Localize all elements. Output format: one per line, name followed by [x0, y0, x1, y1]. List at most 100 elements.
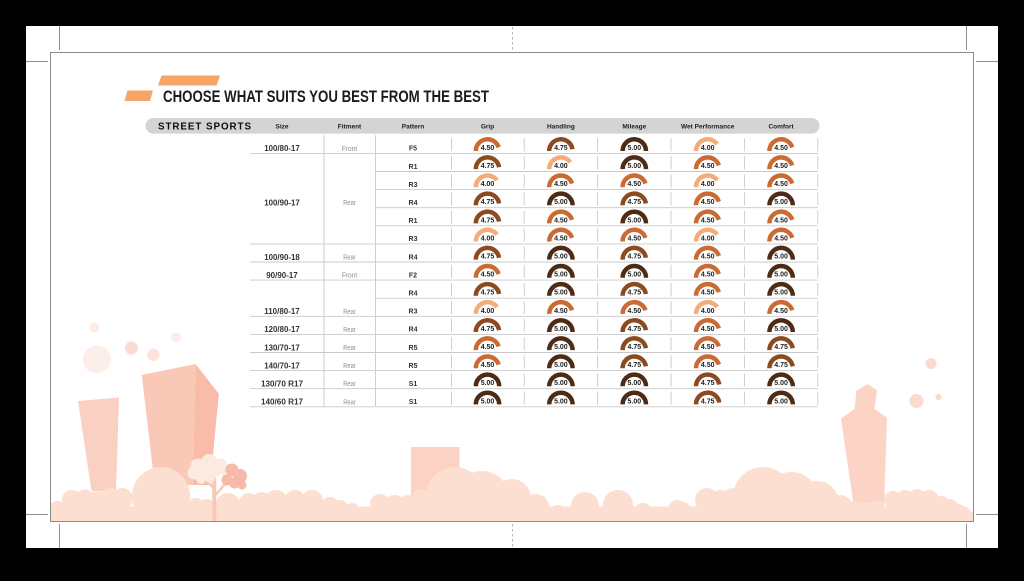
- svg-text:R4: R4: [409, 327, 418, 334]
- svg-text:4.50: 4.50: [481, 362, 495, 369]
- svg-text:5.00: 5.00: [554, 344, 568, 351]
- svg-text:CHOOSE WHAT SUITS YOU BEST FRO: CHOOSE WHAT SUITS YOU BEST FROM THE BEST: [163, 88, 489, 106]
- svg-text:130/70-17: 130/70-17: [264, 343, 300, 352]
- svg-text:Rear: Rear: [343, 363, 356, 370]
- svg-text:5.00: 5.00: [554, 272, 568, 279]
- svg-text:4.50: 4.50: [627, 308, 641, 315]
- svg-text:110/80-17: 110/80-17: [264, 307, 300, 316]
- svg-text:F2: F2: [409, 272, 417, 279]
- svg-text:5.00: 5.00: [627, 145, 641, 152]
- svg-text:4.75: 4.75: [627, 344, 641, 351]
- svg-text:5.00: 5.00: [774, 254, 788, 261]
- svg-text:5.00: 5.00: [774, 272, 788, 279]
- svg-text:5.00: 5.00: [554, 290, 568, 297]
- svg-text:4.50: 4.50: [701, 326, 715, 333]
- svg-text:4.75: 4.75: [481, 254, 495, 261]
- svg-text:4.50: 4.50: [627, 235, 641, 242]
- svg-text:Wet Performance: Wet Performance: [681, 123, 735, 130]
- svg-text:4.75: 4.75: [481, 217, 495, 224]
- svg-text:4.50: 4.50: [701, 290, 715, 297]
- svg-text:4.75: 4.75: [627, 362, 641, 369]
- svg-text:Rear: Rear: [343, 309, 356, 316]
- svg-text:4.75: 4.75: [554, 145, 568, 152]
- svg-text:5.00: 5.00: [554, 199, 568, 206]
- svg-text:5.00: 5.00: [627, 398, 641, 405]
- svg-text:4.50: 4.50: [774, 217, 788, 224]
- svg-text:R3: R3: [409, 182, 418, 189]
- svg-text:5.00: 5.00: [627, 217, 641, 224]
- svg-text:R1: R1: [409, 164, 418, 171]
- svg-text:5.00: 5.00: [554, 326, 568, 333]
- svg-text:4.75: 4.75: [481, 199, 495, 206]
- svg-text:4.50: 4.50: [701, 254, 715, 261]
- svg-text:4.75: 4.75: [627, 254, 641, 261]
- svg-text:4.50: 4.50: [774, 235, 788, 242]
- svg-text:4.50: 4.50: [554, 181, 568, 188]
- svg-text:140/60 R17: 140/60 R17: [261, 398, 304, 407]
- svg-text:4.50: 4.50: [701, 272, 715, 279]
- svg-text:R5: R5: [409, 363, 418, 370]
- svg-text:5.00: 5.00: [774, 380, 788, 387]
- svg-text:4.50: 4.50: [774, 181, 788, 188]
- svg-text:140/70-17: 140/70-17: [264, 361, 300, 370]
- svg-text:4.00: 4.00: [481, 181, 495, 188]
- svg-text:5.00: 5.00: [627, 380, 641, 387]
- svg-text:Rear: Rear: [343, 381, 356, 388]
- svg-text:Fitment: Fitment: [338, 123, 362, 130]
- svg-text:R3: R3: [409, 236, 418, 243]
- svg-text:Rear: Rear: [343, 200, 356, 207]
- svg-text:100/90-18: 100/90-18: [264, 253, 300, 262]
- svg-text:4.75: 4.75: [481, 163, 495, 170]
- svg-text:5.00: 5.00: [774, 326, 788, 333]
- svg-text:4.75: 4.75: [701, 398, 715, 405]
- svg-text:5.00: 5.00: [554, 380, 568, 387]
- svg-text:4.50: 4.50: [701, 199, 715, 206]
- svg-text:F5: F5: [409, 146, 417, 153]
- svg-text:Grip: Grip: [481, 123, 494, 130]
- svg-text:4.00: 4.00: [701, 308, 715, 315]
- svg-text:4.50: 4.50: [554, 217, 568, 224]
- svg-text:4.50: 4.50: [774, 308, 788, 315]
- svg-text:R4: R4: [409, 200, 418, 207]
- svg-text:S1: S1: [409, 399, 418, 406]
- svg-text:R3: R3: [409, 309, 418, 316]
- svg-text:5.00: 5.00: [554, 398, 568, 405]
- svg-text:R1: R1: [409, 218, 418, 225]
- svg-text:Rear: Rear: [343, 345, 356, 352]
- svg-text:5.00: 5.00: [481, 398, 495, 405]
- svg-text:Rear: Rear: [343, 327, 356, 334]
- svg-text:Rear: Rear: [343, 255, 356, 262]
- svg-text:Mileage: Mileage: [622, 123, 646, 130]
- svg-text:4.50: 4.50: [627, 181, 641, 188]
- svg-text:Front: Front: [342, 273, 358, 280]
- svg-text:R5: R5: [409, 345, 418, 352]
- svg-text:4.50: 4.50: [701, 163, 715, 170]
- svg-text:4.75: 4.75: [774, 344, 788, 351]
- svg-text:4.50: 4.50: [701, 344, 715, 351]
- svg-text:4.50: 4.50: [481, 344, 495, 351]
- svg-text:STREET SPORTS: STREET SPORTS: [158, 121, 251, 132]
- svg-text:Size: Size: [275, 123, 288, 130]
- svg-text:R4: R4: [409, 291, 418, 298]
- svg-text:4.50: 4.50: [554, 308, 568, 315]
- svg-text:4.00: 4.00: [701, 181, 715, 188]
- svg-text:5.00: 5.00: [554, 254, 568, 261]
- svg-text:5.00: 5.00: [627, 272, 641, 279]
- svg-text:4.75: 4.75: [627, 199, 641, 206]
- svg-text:4.50: 4.50: [701, 217, 715, 224]
- svg-text:Handling: Handling: [547, 123, 575, 130]
- svg-text:4.00: 4.00: [481, 308, 495, 315]
- svg-text:4.75: 4.75: [774, 362, 788, 369]
- svg-text:4.50: 4.50: [774, 163, 788, 170]
- svg-text:4.50: 4.50: [554, 235, 568, 242]
- svg-text:4.75: 4.75: [481, 326, 495, 333]
- svg-text:5.00: 5.00: [481, 380, 495, 387]
- svg-text:4.00: 4.00: [701, 145, 715, 152]
- svg-text:4.75: 4.75: [701, 380, 715, 387]
- svg-text:100/90-17: 100/90-17: [264, 199, 300, 208]
- svg-text:120/80-17: 120/80-17: [264, 325, 300, 334]
- svg-text:130/70 R17: 130/70 R17: [261, 380, 304, 389]
- svg-text:5.00: 5.00: [627, 163, 641, 170]
- svg-text:4.50: 4.50: [481, 145, 495, 152]
- svg-text:5.00: 5.00: [774, 199, 788, 206]
